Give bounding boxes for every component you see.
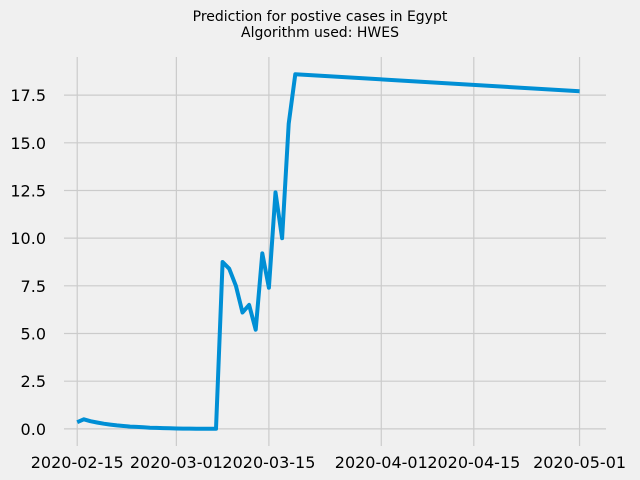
- x-tick-label: 2020-04-15: [427, 453, 520, 472]
- y-tick-label: 2.5: [21, 372, 46, 391]
- x-tick-label: 2020-05-01: [533, 453, 626, 472]
- y-tick-label: 7.5: [21, 277, 46, 296]
- x-tick-label: 2020-02-15: [31, 453, 124, 472]
- chart-title: Prediction for postive cases in Egypt: [192, 9, 448, 25]
- y-tick-label: 5.0: [21, 324, 46, 343]
- chart-subtitle: Algorithm used: HWES: [241, 25, 399, 41]
- y-tick-label: 0.0: [21, 420, 46, 439]
- y-tick-label: 17.5: [10, 86, 46, 105]
- y-tick-label: 15.0: [10, 134, 46, 153]
- y-tick-label: 12.5: [10, 181, 46, 200]
- x-tick-label: 2020-04-01: [335, 453, 428, 472]
- x-tick-label: 2020-03-01: [130, 453, 223, 472]
- x-tick-label: 2020-03-15: [222, 453, 315, 472]
- y-tick-label: 10.0: [10, 229, 46, 248]
- series-line: [76, 72, 580, 431]
